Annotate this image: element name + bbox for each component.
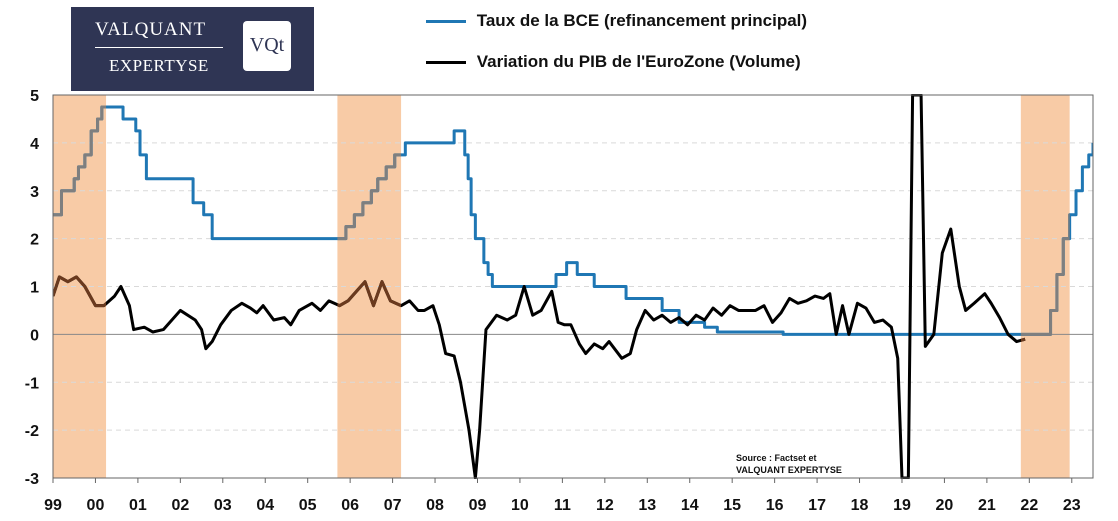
x-tick-label: 15 bbox=[723, 497, 741, 514]
brand-logo: VALQUANT EXPERTYSE VQt bbox=[71, 7, 314, 91]
y-tick-label: 0 bbox=[30, 327, 39, 344]
x-tick-label: 16 bbox=[766, 497, 784, 514]
x-tick-label: 13 bbox=[638, 497, 656, 514]
y-tick-label: 4 bbox=[30, 136, 39, 153]
x-tick-label: 14 bbox=[681, 497, 699, 514]
y-tick-label: 3 bbox=[30, 184, 39, 201]
x-tick-label: 00 bbox=[87, 497, 105, 514]
legend-label-pib: Variation du PIB de l'EuroZone (Volume) bbox=[476, 52, 801, 71]
x-tick-label: 08 bbox=[426, 497, 444, 514]
shaded-period-band bbox=[53, 95, 107, 478]
logo-line1: VALQUANT bbox=[95, 19, 207, 40]
x-tick-label: 12 bbox=[596, 497, 614, 514]
series-group bbox=[53, 94, 1026, 479]
legend-swatch-pib bbox=[426, 61, 466, 65]
series-line bbox=[53, 105, 1093, 336]
x-tick-label: 17 bbox=[808, 497, 826, 514]
y-tick-label: 1 bbox=[30, 280, 39, 297]
plot-border bbox=[52, 94, 1094, 479]
x-tick-label: 19 bbox=[893, 497, 911, 514]
x-tick-label: 02 bbox=[171, 497, 189, 514]
logo-line2: EXPERTYSE bbox=[109, 56, 209, 75]
x-tick-label: 06 bbox=[341, 497, 359, 514]
y-tick-label: -3 bbox=[25, 471, 39, 488]
series-line bbox=[53, 94, 1026, 479]
x-tick-label: 18 bbox=[851, 497, 869, 514]
legend-label-bce: Taux de la BCE (refinancement principal) bbox=[476, 11, 808, 30]
x-axis-ticks: 99 00 01 02 03 04 05 06 07 08 09 10 11 12 13 14 15 16 17 18… bbox=[44, 478, 1081, 514]
x-tick-label: 04 bbox=[256, 497, 274, 514]
legend-item-bce: Taux de la BCE (refinancement principal) bbox=[426, 11, 807, 31]
x-tick-label: 22 bbox=[1020, 497, 1038, 514]
source-line2: VALQUANT EXPERTYSE bbox=[736, 465, 842, 475]
legend-swatch-bce bbox=[426, 20, 466, 24]
series-group bbox=[53, 105, 1093, 336]
x-tick-label: 07 bbox=[384, 497, 402, 514]
series-lines bbox=[53, 94, 1093, 479]
logo-rule bbox=[95, 47, 223, 48]
x-tick-label: 03 bbox=[214, 497, 232, 514]
x-tick-label: 21 bbox=[978, 497, 996, 514]
y-axis-ticks: 5 4 3 2 1 0 -1 -2 -3 bbox=[25, 88, 39, 488]
legend-item-pib: Variation du PIB de l'EuroZone (Volume) bbox=[426, 52, 801, 72]
x-tick-label: 99 bbox=[44, 497, 62, 514]
gridlines bbox=[53, 142, 1093, 431]
x-tick-label: 20 bbox=[936, 497, 954, 514]
x-tick-label: 05 bbox=[299, 497, 317, 514]
x-tick-label: 11 bbox=[554, 497, 571, 514]
y-tick-label: -1 bbox=[25, 375, 39, 392]
x-tick-label: 23 bbox=[1063, 497, 1081, 514]
y-tick-label: -2 bbox=[25, 423, 39, 440]
y-tick-label: 2 bbox=[30, 232, 39, 249]
source-line1: Source : Factset et bbox=[736, 453, 817, 463]
logo-badge: VQt bbox=[243, 21, 291, 71]
x-tick-label: 01 bbox=[129, 497, 147, 514]
y-tick-label: 5 bbox=[30, 88, 39, 105]
x-tick-label: 09 bbox=[469, 497, 487, 514]
x-tick-label: 10 bbox=[511, 497, 529, 514]
